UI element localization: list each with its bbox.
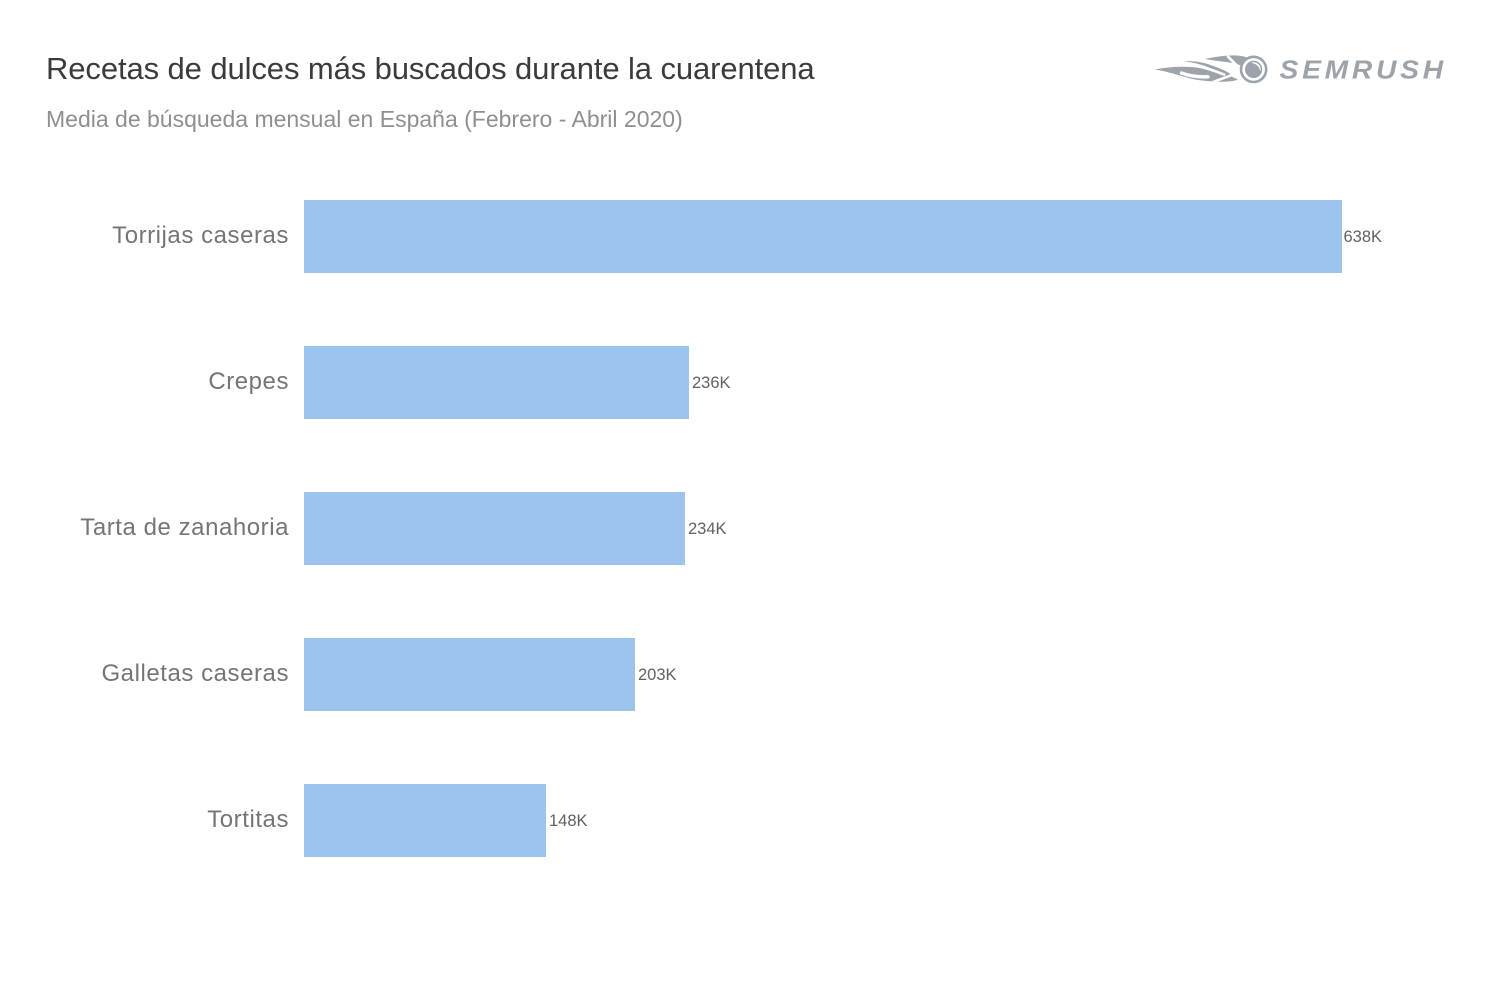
svg-text:SEMRUSH: SEMRUSH: [1280, 56, 1447, 84]
